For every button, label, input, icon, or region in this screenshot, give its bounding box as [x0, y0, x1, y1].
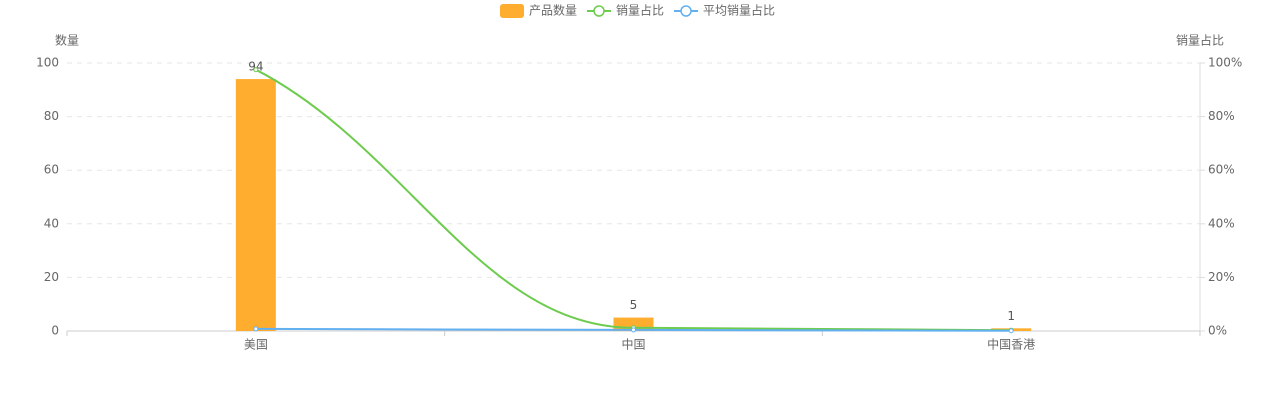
y-tick-label: 40	[44, 216, 59, 230]
line	[255, 68, 1012, 332]
legend-swatch	[593, 5, 605, 17]
legend-label: 销量占比	[616, 3, 664, 18]
y2-tick-label: 60%	[1208, 163, 1235, 177]
x-tick-label: 中国	[621, 337, 645, 352]
bar-value-label: 1	[1007, 309, 1015, 323]
bar	[235, 79, 276, 331]
x-tick-label: 美国	[244, 338, 268, 352]
y-tick-label: 100	[36, 56, 59, 70]
y2-tick-label: 100%	[1208, 56, 1242, 70]
y-tick-label: 80	[44, 109, 59, 123]
line-point	[1008, 328, 1014, 334]
y-axis-title: 数量	[55, 33, 79, 48]
line-point	[631, 327, 636, 333]
legend-label: 平均销量占比	[703, 3, 775, 18]
y2-tick-label: 40%	[1208, 216, 1235, 230]
y-tick-label: 60	[44, 163, 59, 177]
legend-swatch	[680, 5, 692, 17]
y-tick-label: 0	[51, 324, 59, 338]
y2-axis-title: 销量占比	[1176, 33, 1224, 48]
y2-tick-label: 20%	[1208, 270, 1235, 284]
line-point	[253, 326, 259, 332]
x-tick-label: 中国香港	[987, 337, 1035, 352]
bar-value-label: 5	[630, 298, 638, 312]
line-point	[253, 67, 259, 73]
y2-tick-label: 0%	[1208, 324, 1227, 338]
legend-swatch	[500, 4, 524, 18]
y-tick-label: 20	[44, 270, 59, 284]
bar-value-label: 94	[248, 60, 263, 74]
y2-tick-label: 80%	[1208, 109, 1235, 123]
legend-label: 产品数量	[529, 3, 577, 18]
